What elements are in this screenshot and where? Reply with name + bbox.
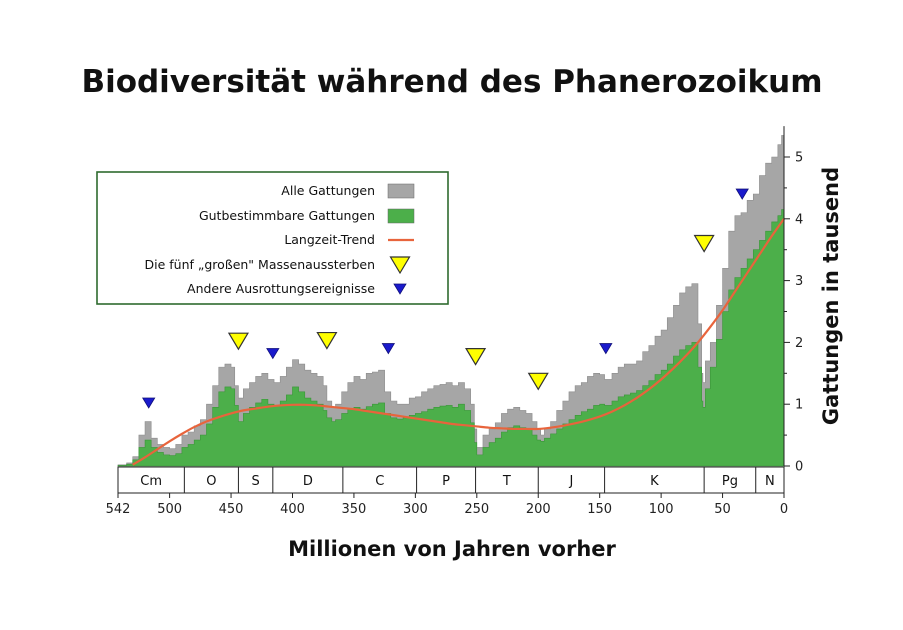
- y-tick-label: 2: [795, 336, 803, 351]
- mass-extinction-marker: [693, 234, 715, 253]
- legend-swatch: [393, 283, 407, 295]
- y-tick-label: 1: [795, 398, 803, 413]
- minor-extinction-marker: [381, 343, 396, 355]
- x-tick-label: 400: [280, 502, 305, 517]
- x-axis: 542 500 450 400 350 300 250 200 150 100 50 0: [106, 493, 788, 517]
- mass-extinction-marker: [527, 372, 549, 391]
- x-tick-label: 500: [157, 502, 182, 517]
- trend-line-group: [132, 218, 785, 466]
- x-tick-label: 250: [464, 502, 489, 517]
- y-tick-label: 0: [795, 460, 803, 475]
- trend-line: [132, 218, 785, 466]
- period-label: O: [206, 474, 216, 489]
- mass-extinction-marker: [316, 331, 338, 350]
- legend-label: Andere Ausrottungsereignisse: [187, 281, 375, 296]
- mass-extinction-marker: [227, 332, 249, 351]
- minor-extinction-marker: [266, 348, 280, 360]
- x-tick-label: 542: [106, 502, 131, 517]
- extinction-markers: [142, 188, 749, 409]
- area-well-resolved-genera: [117, 206, 785, 467]
- y-tick-label: 5: [795, 151, 803, 166]
- x-tick-label: 150: [587, 502, 612, 517]
- minor-extinction-marker: [142, 397, 156, 409]
- period-label: Cm: [140, 474, 162, 489]
- period-label: N: [765, 474, 775, 489]
- period-label: J: [568, 474, 573, 489]
- x-tick-label: 200: [526, 502, 551, 517]
- legend-swatch: [389, 256, 411, 275]
- y-axis-label: Gattungen in tausend: [819, 167, 843, 425]
- x-tick-label: 0: [780, 502, 788, 517]
- minor-extinction-marker: [599, 343, 613, 355]
- period-bar: Cm O S D C P T J K Pg N: [117, 466, 785, 494]
- period-label: S: [251, 474, 259, 489]
- area-all-genera: [117, 132, 785, 467]
- x-tick-label: 450: [219, 502, 244, 517]
- legend-label: Die fünf „großen" Massenaussterben: [145, 257, 375, 272]
- period-label: D: [303, 474, 313, 489]
- y-tick-label: 3: [795, 274, 803, 289]
- y-axis: 0 1 2 3 4 5: [783, 126, 803, 475]
- chart-title: Biodiversität während des Phanerozoikum: [81, 64, 822, 100]
- period-label: P: [442, 474, 450, 489]
- minor-extinction-marker: [735, 188, 749, 200]
- legend-swatch: [387, 183, 415, 199]
- period-bar-frame: [117, 466, 785, 494]
- period-label: C: [375, 474, 384, 489]
- x-tick-label: 350: [342, 502, 367, 517]
- period-label: T: [502, 474, 511, 489]
- x-tick-label: 300: [403, 502, 428, 517]
- period-label: Pg: [722, 474, 738, 489]
- x-axis-label: Millionen von Jahren vorher: [288, 537, 616, 561]
- x-tick-label: 100: [649, 502, 674, 517]
- legend-swatch: [387, 208, 415, 224]
- plot-areas: [117, 132, 785, 467]
- legend-label: Gutbestimmbare Gattungen: [199, 208, 375, 223]
- period-label: K: [650, 474, 659, 489]
- legend-label: Langzeit-Trend: [284, 232, 375, 247]
- legend: Alle Gattungen Gutbestimmbare Gattungen La…: [96, 171, 449, 305]
- y-tick-label: 4: [795, 212, 803, 227]
- legend-label: Alle Gattungen: [281, 183, 375, 198]
- x-tick-label: 50: [714, 502, 731, 517]
- mass-extinction-marker: [465, 348, 487, 366]
